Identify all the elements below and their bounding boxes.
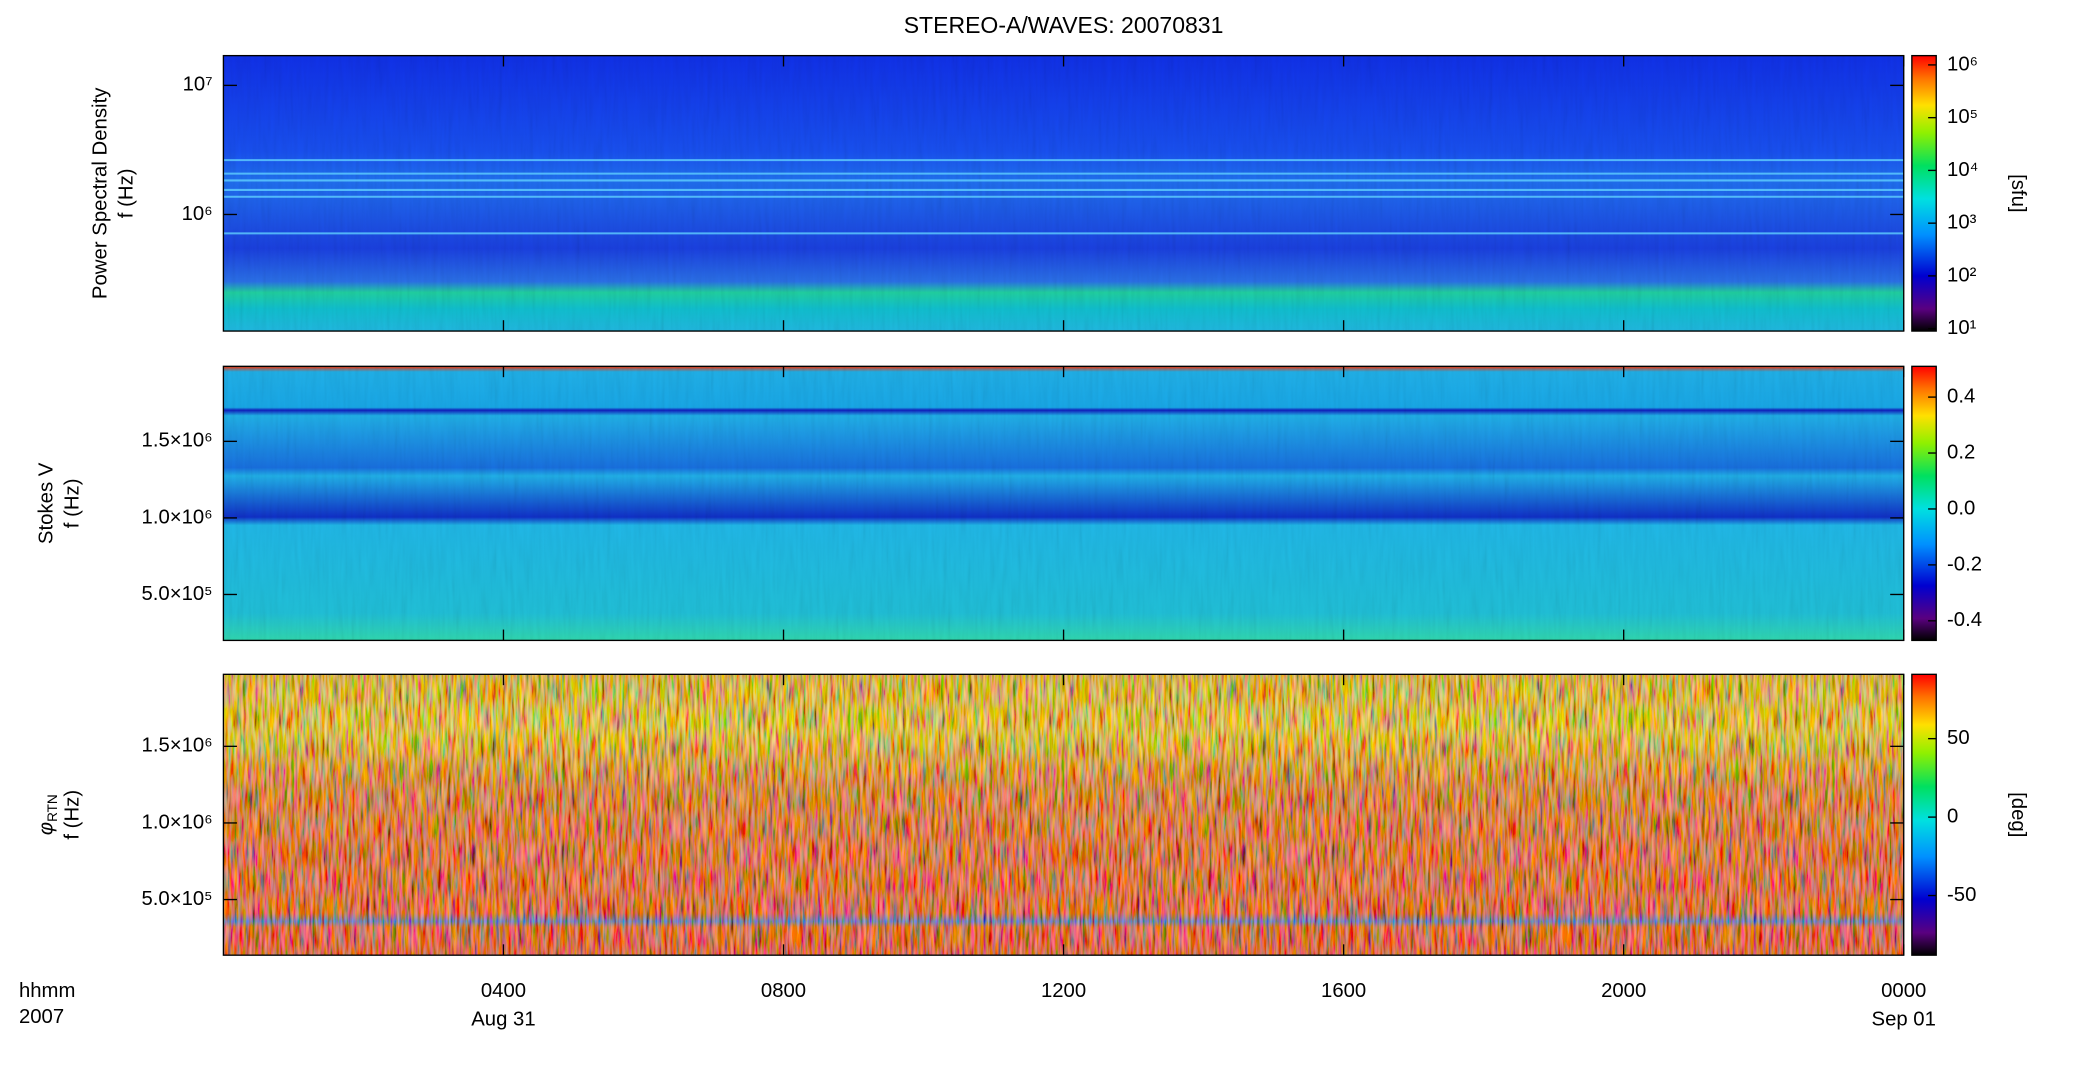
x-tick-label: 0400	[481, 980, 526, 1002]
colorbar-tick-label: -50	[1947, 884, 1976, 906]
colorbar	[1911, 365, 1937, 642]
y-tick-label: 1.0×10⁶	[142, 506, 213, 528]
colorbar-tick-label: 10³	[1947, 212, 1977, 234]
colorbar-tick-label: 10⁵	[1947, 106, 1978, 128]
colorbar-tick-label: 10⁴	[1947, 159, 1978, 181]
colorbar	[1911, 673, 1937, 956]
colorbar-tick-label: -0.2	[1947, 553, 1982, 575]
y-tick-label: 5.0×10⁵	[141, 888, 212, 910]
x-date-label: Aug 31	[471, 1009, 535, 1031]
x-date-label: Sep 01	[1872, 1009, 1936, 1031]
colorbar-tick-label: 0.2	[1947, 441, 1975, 463]
colorbar-tick-label: 0.4	[1947, 385, 1975, 407]
y-tick-label: 1.5×10⁶	[142, 735, 213, 757]
x-tick-label: 0800	[761, 980, 806, 1002]
spectrogram-texture	[223, 674, 1904, 956]
y-tick-label: 10⁶	[182, 203, 213, 225]
colorbar-tick-label: 50	[1947, 727, 1970, 749]
colorbar-tick-label: -0.4	[1947, 609, 1982, 631]
y-axis-unit: f (Hz)	[62, 790, 84, 840]
colorbar-tick-label: 0	[1947, 805, 1958, 827]
y-axis-label: Stokes V	[36, 462, 58, 544]
spectrogram-texture	[223, 55, 1904, 332]
colorbar-label: [deg]	[2007, 792, 2029, 837]
x-axis-label: hhmm	[19, 980, 75, 1002]
colorbar	[1911, 54, 1937, 332]
spectrogram-texture	[223, 366, 1904, 641]
x-tick-label: 1600	[1321, 980, 1366, 1002]
y-tick-label: 10⁷	[183, 74, 213, 96]
y-tick-label: 1.5×10⁶	[142, 430, 213, 452]
y-axis-label-main: Stokes V	[36, 462, 58, 544]
colorbar-tick-label: 10⁶	[1947, 53, 1978, 75]
y-axis-label: Power Spectral Density	[90, 87, 112, 299]
colorbar-tick-label: 10²	[1947, 264, 1977, 286]
y-tick-label: 1.0×10⁶	[142, 811, 213, 833]
y-axis-unit: f (Hz)	[116, 168, 138, 218]
y-tick-label: 5.0×10⁵	[141, 583, 212, 605]
colorbar-tick-label: 10¹	[1947, 317, 1977, 339]
x-axis-label: 2007	[19, 1006, 64, 1028]
colorbar-tick-label: 0.0	[1947, 497, 1975, 519]
x-tick-label: 1200	[1041, 980, 1086, 1002]
y-axis-label: φRTN	[36, 794, 60, 835]
x-tick-label: 0000	[1881, 980, 1926, 1002]
y-axis-label-main: φ	[36, 822, 58, 835]
y-axis-label-main: Power Spectral Density	[90, 87, 112, 299]
colorbar-label: [sfu]	[2007, 174, 2029, 212]
y-axis-unit: f (Hz)	[62, 478, 84, 528]
chart-title: STEREO-A/WAVES: 20070831	[904, 12, 1224, 38]
y-axis-label-sub: RTN	[44, 794, 59, 822]
x-tick-label: 2000	[1601, 980, 1646, 1002]
